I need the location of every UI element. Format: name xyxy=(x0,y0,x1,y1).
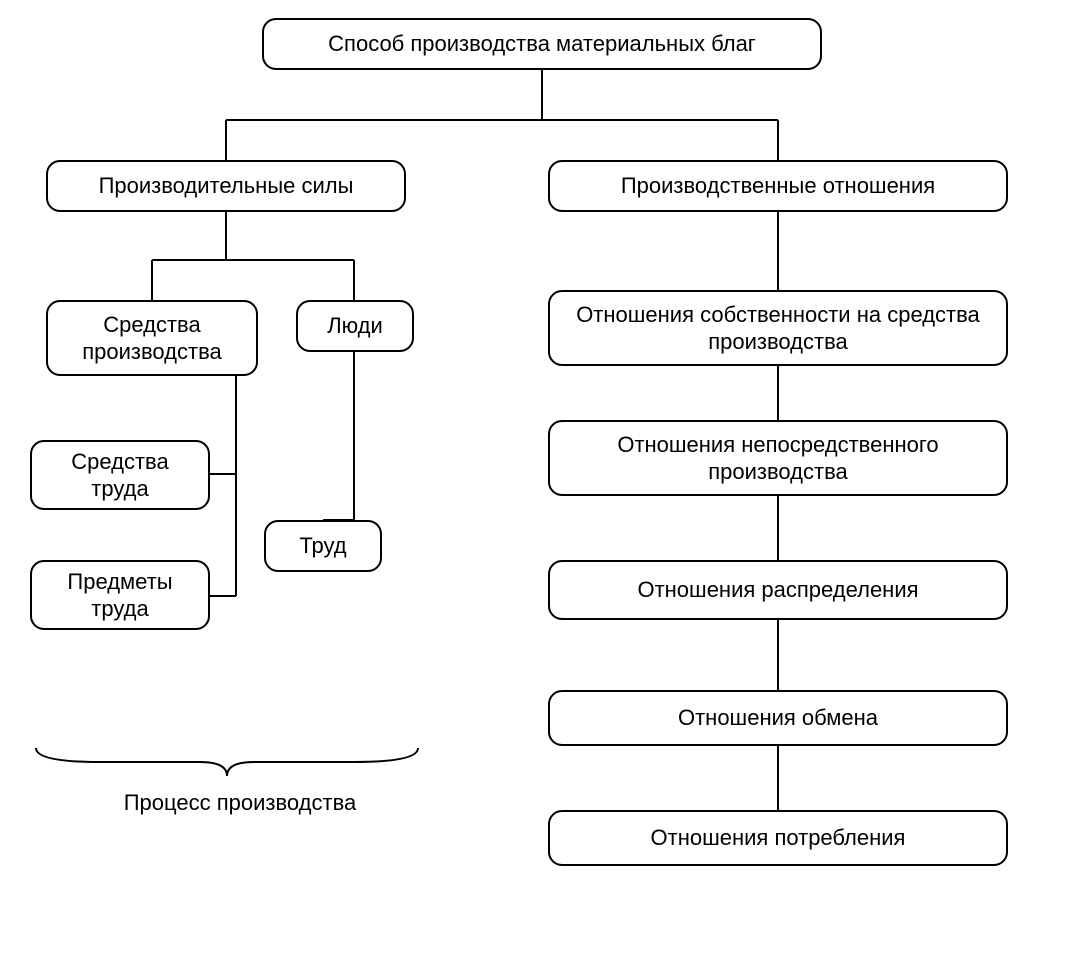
node-root: Способ производства материальных благ xyxy=(262,18,822,70)
node-people: Люди xyxy=(296,300,414,352)
node-rel4: Отношения обмена xyxy=(548,690,1008,746)
node-rel5: Отношения потребления xyxy=(548,810,1008,866)
label-process-text: Процесс производства xyxy=(124,790,357,815)
label-process: Процесс производства xyxy=(90,790,390,816)
node-objects: Предметы труда xyxy=(30,560,210,630)
node-labor: Труд xyxy=(264,520,382,572)
node-rel1: Отношения собственности на средства прои… xyxy=(548,290,1008,366)
node-tools: Средства труда xyxy=(30,440,210,510)
node-rel1-text: Отношения собственности на средства прои… xyxy=(560,301,996,356)
node-objects-text: Предметы труда xyxy=(42,568,198,623)
diagram-canvas: Способ производства материальных благ Пр… xyxy=(0,0,1087,964)
node-relations: Производственные отношения xyxy=(548,160,1008,212)
node-rel3-text: Отношения распределения xyxy=(637,576,918,604)
node-relations-text: Производственные отношения xyxy=(621,172,935,200)
node-rel4-text: Отношения обмена xyxy=(678,704,878,732)
node-rel5-text: Отношения потребления xyxy=(651,824,906,852)
node-forces: Производительные силы xyxy=(46,160,406,212)
node-rel2-text: Отношения непосредственного производства xyxy=(560,431,996,486)
node-means-text: Средства производства xyxy=(58,311,246,366)
node-means: Средства производства xyxy=(46,300,258,376)
node-tools-text: Средства труда xyxy=(42,448,198,503)
node-people-text: Люди xyxy=(327,312,383,340)
node-forces-text: Производительные силы xyxy=(99,172,354,200)
node-root-text: Способ производства материальных благ xyxy=(328,30,756,58)
node-rel3: Отношения распределения xyxy=(548,560,1008,620)
node-rel2: Отношения непосредственного производства xyxy=(548,420,1008,496)
node-labor-text: Труд xyxy=(299,532,346,560)
